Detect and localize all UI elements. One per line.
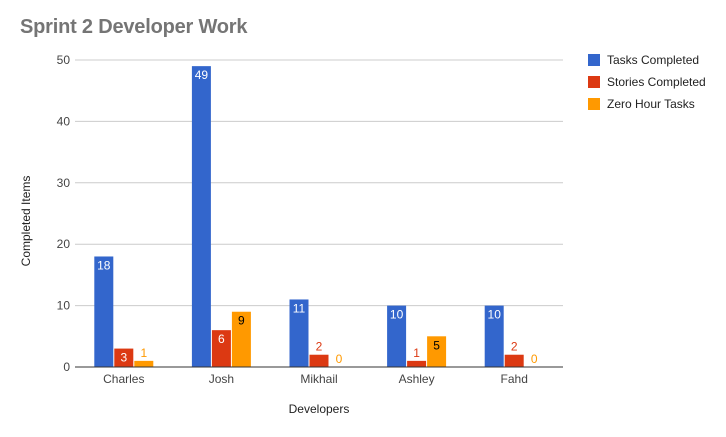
legend-label: Zero Hour Tasks: [607, 97, 695, 111]
bar: [484, 305, 504, 367]
y-axis-title: Completed Items: [19, 176, 33, 267]
bar: [504, 354, 524, 367]
data-label: 2: [316, 340, 323, 354]
data-label: 10: [390, 308, 404, 322]
y-axis-ticks: 0 10 20 30 40 50: [57, 53, 71, 374]
bar: [94, 256, 114, 367]
legend-label: Stories Completed: [607, 75, 706, 89]
y-tick-label: 10: [57, 299, 71, 313]
x-axis-ticks: Charles Josh Mikhail Ashley Fahd: [103, 372, 528, 386]
data-label: 5: [433, 338, 440, 352]
bar: [309, 354, 329, 367]
data-label: 11: [293, 301, 306, 315]
legend-label: Tasks Completed: [607, 53, 699, 67]
data-label: 18: [97, 258, 111, 272]
y-tick-label: 0: [63, 360, 70, 374]
data-label: 6: [218, 332, 225, 346]
legend: Tasks Completed Stories Completed Zero Hou…: [588, 53, 706, 111]
data-label: 49: [195, 68, 209, 82]
bar: [191, 66, 211, 367]
y-tick-label: 40: [57, 114, 71, 128]
x-tick-label: Fahd: [501, 372, 528, 386]
x-tick-label: Charles: [103, 372, 144, 386]
legend-swatch: [588, 76, 600, 88]
data-label: 10: [488, 308, 502, 322]
bar: [387, 305, 407, 367]
bar: [114, 348, 134, 367]
bar: [231, 311, 251, 367]
y-tick-label: 50: [57, 53, 71, 67]
y-tick-label: 30: [57, 176, 71, 190]
bar: [427, 336, 447, 367]
bar: [211, 330, 231, 367]
bar: [134, 360, 154, 367]
gridlines: [75, 59, 563, 307]
data-label: 2: [511, 340, 518, 354]
x-tick-label: Ashley: [399, 372, 435, 386]
bar: [407, 360, 427, 367]
data-label: 1: [140, 346, 147, 360]
data-label: 0: [336, 352, 343, 366]
legend-swatch: [588, 54, 600, 66]
y-tick-label: 20: [57, 237, 71, 251]
legend-swatch: [588, 98, 600, 110]
bar: [289, 299, 309, 367]
data-label: 9: [238, 314, 245, 328]
data-label: 0: [531, 352, 538, 366]
x-tick-label: Josh: [209, 372, 234, 386]
x-axis-title: Developers: [289, 402, 350, 416]
chart-title: Sprint 2 Developer Work: [20, 16, 248, 38]
data-label: 3: [120, 351, 127, 365]
x-tick-label: Mikhail: [300, 372, 337, 386]
data-label: 1: [413, 346, 420, 360]
